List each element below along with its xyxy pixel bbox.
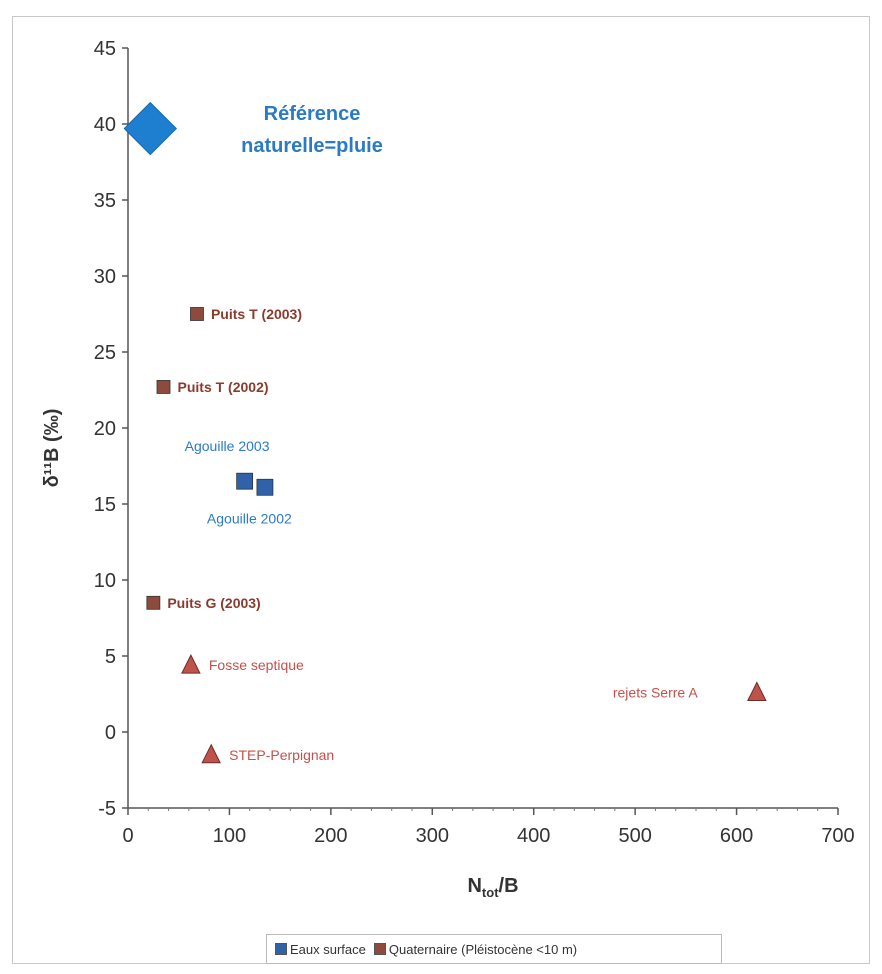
axes: -5 0 5 10 15 20 25 30 35 40 45 0 100 200 300 400 500 600 7… <box>94 38 855 847</box>
data-point-triangle <box>747 681 767 701</box>
x-tick-label: 600 <box>720 825 753 847</box>
y-tick-label: 25 <box>94 342 116 364</box>
data-point-square <box>146 595 161 610</box>
reference-annotation-line1: Référence <box>264 103 361 125</box>
y-tick-label: 5 <box>105 646 116 668</box>
data-point-square <box>190 307 204 321</box>
y-tick-label: 40 <box>94 114 116 136</box>
y-tick-label: 10 <box>94 570 116 592</box>
data-point-triangle <box>181 654 201 674</box>
x-tick-label: 200 <box>314 825 347 847</box>
y-tick-label: -5 <box>98 798 116 820</box>
data-label: STEP-Perpignan <box>229 747 334 763</box>
legend-swatch <box>373 943 386 955</box>
data-label: rejets Serre A <box>613 684 698 700</box>
data-marks <box>123 101 767 764</box>
data-label: Puits G (2003) <box>167 595 260 611</box>
y-tick-label: 30 <box>94 266 116 288</box>
y-tick-label: 0 <box>105 722 116 744</box>
data-label: Agouille 2003 <box>185 438 270 454</box>
y-tick-label: 15 <box>94 494 116 516</box>
legend-label: Quaternaire (Pléistocène <10 m) <box>388 941 578 957</box>
reference-annotation-line2: naturelle=pluie <box>241 135 383 157</box>
y-tick-label: 20 <box>94 418 116 440</box>
x-tick-label: 300 <box>416 825 449 847</box>
data-label: Agouille 2002 <box>207 510 292 526</box>
x-axis-title-tail: /B <box>499 875 519 897</box>
data-point-square <box>256 478 274 496</box>
legend: Eaux surface Quaternaire (Pléistocène <10… <box>266 934 722 964</box>
data-point-triangle <box>201 743 221 764</box>
data-point-square <box>236 472 254 490</box>
legend-item: Quaternaire (Pléistocène <10 m) <box>373 941 578 957</box>
x-tick-label: 0 <box>122 825 133 847</box>
x-axis-title-main: N <box>467 875 481 897</box>
chart-frame <box>12 16 870 964</box>
x-tick-label: 400 <box>517 825 550 847</box>
data-point-square <box>156 380 171 394</box>
legend-label: Eaux surface <box>290 941 366 957</box>
data-labels: Agouille 2003 Agouille 2002 Puits T (2003)… <box>167 306 698 763</box>
x-axis-title: Ntot/B <box>467 875 518 900</box>
data-point-diamond <box>123 101 178 156</box>
data-label: Puits T (2002) <box>178 379 269 395</box>
legend-item: Eaux surface <box>275 942 366 957</box>
data-label: Puits T (2003) <box>211 306 302 322</box>
x-tick-label: 700 <box>821 825 854 847</box>
legend-swatch <box>275 943 287 955</box>
y-tick-label: 45 <box>94 38 116 60</box>
x-axis-title-sub: tot <box>482 885 499 900</box>
y-axis-title: δ¹¹B (‰) <box>41 409 63 488</box>
y-tick-label: 35 <box>94 190 116 212</box>
data-label: Fosse septique <box>209 657 304 673</box>
x-tick-label: 500 <box>618 825 651 847</box>
x-tick-label: 100 <box>213 825 246 847</box>
